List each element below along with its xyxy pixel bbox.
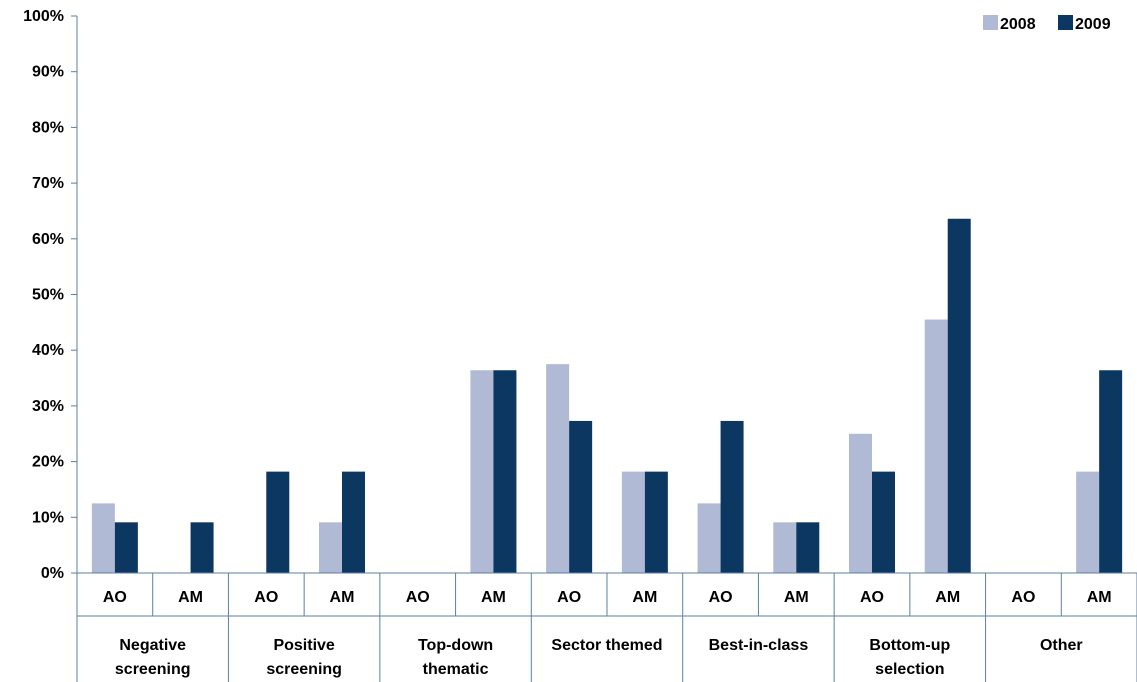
x-subcategory-label: AO bbox=[860, 589, 884, 606]
x-subcategory-label: AM bbox=[178, 589, 203, 606]
y-tick-label: 20% bbox=[32, 454, 64, 471]
x-subcategory-label: AO bbox=[254, 589, 278, 606]
bar-2008-am-7 bbox=[1076, 471, 1100, 573]
x-axis: AO AM AO AM AO AM AO AM AO AM AO AM AO AM Negative scre… bbox=[76, 572, 1137, 682]
y-tick-label: 90% bbox=[32, 64, 64, 81]
y-tick-label: 100% bbox=[23, 8, 64, 25]
bar-2009-am-3 bbox=[493, 370, 517, 573]
bar-2009-ao-6 bbox=[872, 471, 895, 573]
bar-2008-am-4 bbox=[621, 471, 645, 573]
legend-label-2008: 2008 bbox=[1000, 16, 1036, 33]
bar-2009-ao-5 bbox=[720, 420, 744, 573]
y-tick-label: 0% bbox=[41, 565, 64, 582]
legend-label-2009: 2009 bbox=[1075, 16, 1111, 33]
bar-2008-ao-5 bbox=[697, 503, 721, 573]
bar-2008-am-5 bbox=[773, 522, 797, 573]
y-tick-label: 30% bbox=[32, 398, 64, 415]
bar-2008-am-6 bbox=[924, 319, 948, 573]
bars bbox=[91, 218, 1123, 574]
y-tick-label: 50% bbox=[32, 287, 64, 304]
bar-2009-am-2 bbox=[342, 471, 365, 573]
legend-swatch-2009 bbox=[1058, 15, 1073, 30]
x-subcategory-label: AO bbox=[709, 589, 733, 606]
y-tick-label: 40% bbox=[32, 342, 64, 359]
bar-2009-ao-4 bbox=[569, 420, 593, 573]
bar-2009-ao-1 bbox=[114, 522, 138, 573]
x-group-label: Sector themed bbox=[551, 637, 662, 654]
x-group-label: Best-in-class bbox=[709, 637, 809, 654]
x-subcategory-label: AO bbox=[1011, 589, 1035, 606]
bar-2008-am-2 bbox=[319, 522, 342, 573]
bar-2009-ao-2 bbox=[266, 471, 290, 573]
x-subcategory-label: AM bbox=[481, 589, 506, 606]
x-group-label: thematic bbox=[423, 661, 489, 678]
y-tick-label: 70% bbox=[32, 175, 64, 192]
bar-2009-am-7 bbox=[1099, 370, 1123, 573]
x-subcategory-label: AM bbox=[632, 589, 657, 606]
y-tick-label: 60% bbox=[32, 231, 64, 248]
bar-2009-am-6 bbox=[947, 218, 971, 574]
bar-2008-ao-4 bbox=[546, 364, 570, 573]
x-subcategory-label: AM bbox=[935, 589, 960, 606]
bar-2008-ao-6 bbox=[849, 433, 872, 573]
x-subcategory-label: AM bbox=[330, 589, 355, 606]
x-subcategory-label: AO bbox=[103, 589, 127, 606]
bar-2008-am-3 bbox=[470, 370, 494, 573]
x-subcategory-label: AM bbox=[784, 589, 809, 606]
y-tick-label: 10% bbox=[32, 509, 64, 526]
x-group-label: screening bbox=[115, 661, 191, 678]
x-subcategory-label: AM bbox=[1087, 589, 1112, 606]
y-axis: 0% 10% 20% 30% 40% 50% 60% 70% 80% 90% 100% bbox=[23, 8, 78, 682]
x-group-label: Top-down bbox=[418, 637, 493, 654]
x-group-label: Negative bbox=[119, 637, 186, 654]
bar-2008-ao-1 bbox=[91, 503, 115, 573]
bar-2009-am-1 bbox=[190, 522, 214, 573]
legend-swatch-2008 bbox=[983, 15, 998, 30]
x-group-label: Positive bbox=[273, 637, 334, 654]
y-tick-label: 80% bbox=[32, 119, 64, 136]
bar-2009-am-4 bbox=[644, 471, 668, 573]
bar-2009-am-5 bbox=[796, 522, 820, 573]
x-group-label: Other bbox=[1040, 637, 1083, 654]
legend: 2008 2009 bbox=[983, 15, 1111, 33]
x-subcategory-label: AO bbox=[406, 589, 430, 606]
x-group-label: Bottom-up bbox=[869, 637, 950, 654]
x-group-label: selection bbox=[875, 661, 944, 678]
x-subcategory-label: AO bbox=[557, 589, 581, 606]
x-group-label: screening bbox=[266, 661, 342, 678]
